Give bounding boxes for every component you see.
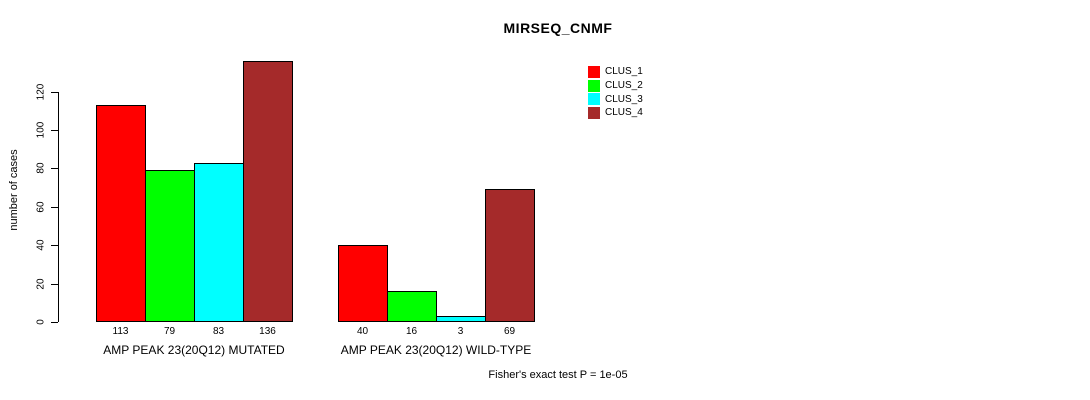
legend-item-clus_1: CLUS_1: [588, 65, 643, 79]
bar-count-label: 83: [212, 326, 225, 337]
legend-item-clus_3: CLUS_3: [588, 92, 643, 106]
bar-clus_1-group2: [338, 245, 388, 322]
bar-clus_2-group1: [145, 170, 195, 322]
bar-count-label: 79: [163, 326, 176, 337]
y-axis-label: number of cases: [8, 149, 20, 231]
bar-clus_1-group1: [96, 104, 146, 322]
y-axis-tick-label: 20: [35, 278, 47, 290]
bar-count-label: 16: [405, 326, 418, 337]
legend-label: CLUS_1: [605, 66, 643, 78]
bar-count-label: 113: [112, 326, 129, 337]
y-axis-tick: [51, 168, 58, 170]
legend-item-clus_4: CLUS_4: [588, 106, 643, 120]
bar-clus_2-group2: [387, 291, 437, 322]
y-axis-tick: [51, 91, 58, 93]
y-axis-tick-label: 0: [35, 319, 47, 325]
legend-label: CLUS_2: [605, 80, 643, 92]
y-axis-line: [58, 91, 59, 322]
y-axis-tick: [51, 129, 58, 131]
y-axis-tick: [51, 245, 58, 247]
legend-item-clus_2: CLUS_2: [588, 79, 643, 93]
bar-clus_3-group1: [194, 162, 244, 322]
bar-count-label: 136: [259, 326, 276, 337]
legend-swatch-icon: [588, 65, 600, 78]
y-axis-tick: [51, 322, 58, 323]
bar-count-label: 69: [503, 326, 516, 337]
y-axis-tick-label: 80: [35, 162, 47, 174]
legend-label: CLUS_3: [605, 93, 643, 105]
legend-label: CLUS_4: [605, 107, 643, 119]
y-axis-tick: [51, 283, 58, 285]
legend: CLUS_1 CLUS_2 CLUS_3 CLUS_4: [588, 65, 643, 120]
bar-clus_4-group1: [243, 60, 293, 322]
x-group-label: AMP PEAK 23(20Q12) MUTATED: [103, 343, 285, 357]
y-axis-tick: [51, 206, 58, 208]
y-axis-tick-label: 60: [35, 201, 47, 213]
x-group-label: AMP PEAK 23(20Q12) WILD-TYPE: [340, 343, 532, 357]
chart-title: MIRSEQ_CNMF: [503, 20, 613, 36]
y-axis-tick-label: 40: [35, 239, 47, 251]
legend-swatch-icon: [588, 79, 600, 92]
bar-count-label: 40: [356, 326, 369, 337]
stat-annotation: Fisher's exact test P = 1e-05: [488, 369, 628, 381]
bar-clus_4-group2: [485, 189, 535, 322]
y-axis-tick-label: 120: [35, 83, 47, 100]
y-axis-tick-label: 100: [35, 121, 47, 139]
legend-swatch-icon: [588, 106, 600, 119]
legend-swatch-icon: [588, 93, 600, 106]
bar-count-label: 3: [457, 326, 464, 337]
bar-clus_3-group2: [436, 316, 486, 322]
